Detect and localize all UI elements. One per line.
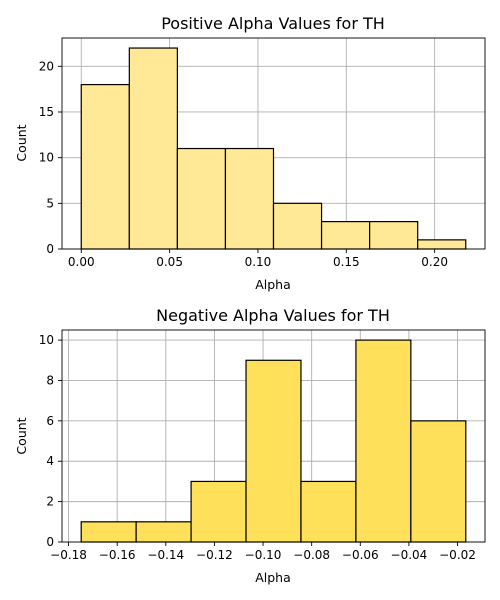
x-tick-label: −0.06 (342, 548, 379, 562)
histogram-bar (135, 521, 192, 543)
histogram-bar (224, 147, 275, 250)
x-axis-label: Alpha (255, 277, 291, 292)
y-tick-label: 2 (46, 495, 54, 509)
x-tick-label: 0.15 (333, 255, 360, 269)
chart-negative-alpha: Negative Alpha Values for TH −0.18 −0.16−… (14, 306, 486, 585)
histogram-bar (176, 147, 227, 250)
chart-title: Negative Alpha Values for TH (156, 306, 390, 325)
histogram-bar (190, 480, 247, 543)
y-tick-label: 4 (46, 454, 54, 468)
y-tick-label: 5 (46, 196, 54, 210)
x-tick-label: −0.02 (439, 548, 476, 562)
y-tick-label: 15 (39, 105, 54, 119)
y-axis-label: Count (14, 124, 29, 161)
x-axis: −0.18 −0.16 −0.14 −0.12 −0.10 −0.08 −0.06 −0.04… (50, 542, 476, 562)
x-tick-label: −0.10 (245, 548, 282, 562)
histogram-bar (245, 359, 302, 543)
x-tick-label: −0.08 (293, 548, 330, 562)
y-tick-label: 6 (46, 414, 54, 428)
y-axis-label: Count (14, 417, 29, 454)
x-tick-label: 0.10 (245, 255, 272, 269)
y-tick-label: 0 (46, 535, 54, 549)
histogram-bar (300, 480, 357, 543)
histogram-bar (272, 202, 323, 250)
y-tick-label: 20 (39, 59, 54, 73)
y-tick-label: 10 (39, 151, 54, 165)
x-tick-label: −0.14 (147, 548, 184, 562)
histogram-bar (320, 220, 371, 250)
x-tick-label: 0.00 (68, 255, 95, 269)
histogram-bar (80, 521, 137, 543)
y-axis: 0 2 4 6 8 10 (39, 333, 62, 549)
x-tick-label: −0.04 (391, 548, 428, 562)
y-tick-label: 8 (46, 373, 54, 387)
x-tick-label: −0.18 (50, 548, 87, 562)
x-axis-label: Alpha (255, 570, 291, 585)
x-axis: 0.00 0.05 0.10 0.15 0.20 (68, 249, 448, 269)
histogram-bar (369, 220, 419, 250)
y-tick-label: 10 (39, 333, 54, 347)
histogram-bar (128, 47, 178, 250)
histogram-bar (417, 239, 467, 250)
axes-frame (61, 37, 486, 250)
histogram-bar (410, 420, 467, 543)
histogram-bar (355, 339, 412, 543)
x-tick-label: 0.05 (156, 255, 183, 269)
axes-frame (61, 329, 486, 543)
chart-positive-alpha: Positive Alpha Values for TH 0.00 0.05 0.1… (14, 14, 486, 292)
histogram-bar (80, 83, 130, 250)
x-tick-label: −0.12 (196, 548, 233, 562)
y-axis: 0 5 10 15 20 (39, 59, 62, 256)
bars (80, 47, 467, 250)
chart-title: Positive Alpha Values for TH (161, 14, 385, 33)
x-tick-label: −0.16 (99, 548, 136, 562)
x-tick-label: 0.20 (421, 255, 448, 269)
y-tick-label: 0 (46, 242, 54, 256)
